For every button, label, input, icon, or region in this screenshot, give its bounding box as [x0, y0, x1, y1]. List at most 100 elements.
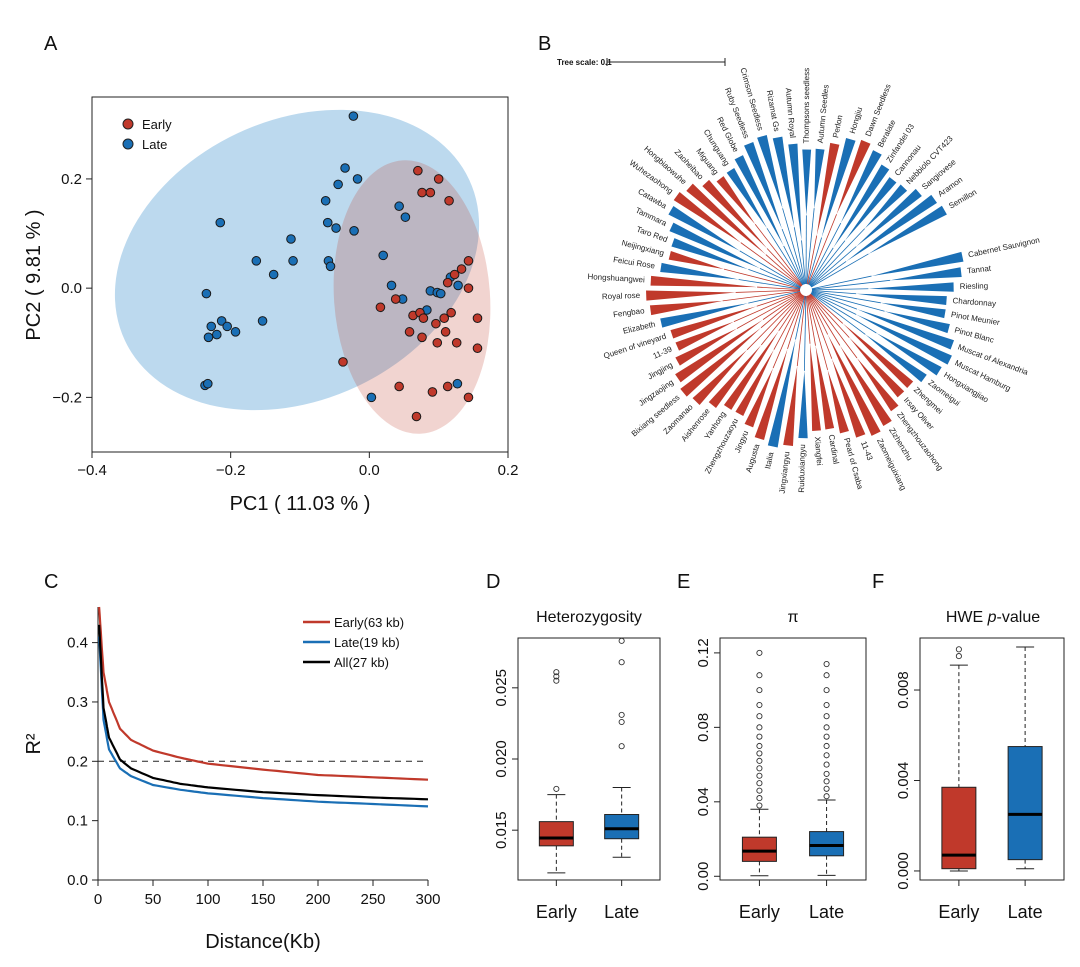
pca-point-early-13	[418, 313, 429, 323]
tree-branch-1	[811, 279, 891, 290]
tree-branch-9	[810, 293, 866, 335]
pca-point-early-2	[417, 187, 427, 198]
tree-leaf-label: Hongshuangwei	[587, 272, 645, 284]
tree-branch-45	[754, 224, 803, 286]
pca-point-early-16	[431, 318, 441, 329]
tree-leaf-11-39	[675, 321, 734, 351]
tree-branch-11	[809, 294, 850, 338]
phylogenetic-tree: Tree scale: 0.1 Cabernet Sauvignon Tannat…	[557, 58, 1041, 494]
tree-leaf-jingyu	[744, 368, 774, 428]
tree-branch-46	[766, 228, 804, 286]
-early-outlier-5	[756, 765, 763, 772]
ld-x-tick-label: 250	[360, 891, 385, 908]
ld-y-tick-label: 0.3	[67, 694, 88, 711]
tree-branch-32	[756, 291, 801, 307]
heterozygosity-early-outlier-1	[553, 677, 560, 684]
heterozygosity-late-outlier-1	[618, 718, 625, 726]
tree-leaf-miguang	[716, 176, 756, 225]
tree-leaf-label: Thompsons seedless	[802, 68, 811, 144]
-late-outlier-9	[823, 713, 830, 720]
tree-branch-56	[807, 214, 837, 285]
tree-leaf-cardinal	[815, 345, 835, 430]
-early-outlier-12	[756, 701, 763, 709]
tree-branch-34	[722, 290, 801, 302]
ld-line-late	[98, 636, 429, 808]
-early-outlier-1	[756, 795, 763, 802]
tree-leaf-crimson-seedless	[757, 134, 783, 209]
tree-leaf-label: Cardinal	[827, 434, 841, 465]
tree-branch-14	[808, 295, 829, 335]
-late-category-label: Late	[809, 902, 844, 922]
tree-branch-5	[811, 291, 885, 312]
legend-early-label: Early	[142, 117, 172, 132]
tree-leaf-pinot-meunier	[880, 302, 946, 319]
tree-leaf-sangiovese	[856, 188, 922, 247]
pca-point-early-22	[451, 337, 462, 348]
tree-branch-47	[783, 245, 804, 285]
tree-branch-3	[811, 290, 857, 295]
tree-branch-30	[736, 292, 801, 329]
pca-frame	[91, 96, 509, 453]
pca-point-early-15	[446, 307, 456, 318]
hwepvalue-early-outlier-1	[955, 646, 962, 653]
ld-y-tick-label: 0.4	[67, 635, 88, 652]
box-y-tick-label: 0.12	[695, 638, 712, 667]
pca-point-late-7	[349, 226, 359, 236]
legend-late-ld: Late(19 kb)	[334, 635, 400, 650]
pca-point-late-23	[202, 378, 213, 389]
-late-outlier-8	[823, 724, 830, 731]
pca-point-late-1	[340, 163, 350, 173]
tree-branch-39	[748, 268, 801, 289]
tree-branch-8	[810, 292, 877, 334]
tree-branch-27	[746, 293, 803, 351]
tree-leaf-queen-of-vineyard	[670, 306, 757, 339]
tree-branch-17	[806, 295, 816, 346]
tree-branch-10	[810, 293, 844, 324]
tree-branch-42	[740, 242, 802, 287]
ld-x-axis-label: Distance(Kb)	[205, 931, 321, 953]
pca-point-late-17	[203, 332, 214, 343]
tree-leaf-label: Xiangfei	[813, 436, 824, 466]
tree-branch-35	[735, 289, 801, 293]
pca-point-late-4	[215, 217, 226, 228]
pca-point-early-23	[472, 343, 483, 354]
ld-x-tick-label: 300	[415, 891, 440, 908]
box-y-tick-label: 0.00	[695, 862, 712, 891]
pca-point-late-6	[331, 223, 341, 233]
pca-point-late-19	[257, 316, 268, 326]
pca-point-late-9	[251, 256, 262, 266]
tree-leaf-hongjiu	[821, 137, 856, 238]
pca-point-early-3	[425, 187, 436, 198]
tree-branch-55	[807, 237, 823, 285]
tree-branch-63	[810, 253, 869, 288]
tree-leaf-riesling	[868, 282, 954, 292]
tree-branch-24	[773, 295, 804, 350]
tree-branch-33	[748, 290, 801, 304]
ld-x-tick-label: 200	[305, 891, 330, 908]
tree-leaf-hongxiangjiao	[876, 333, 942, 376]
tree-leaf-hongbiaowuhe	[686, 183, 766, 255]
heterozygosity-early-outlier-0	[553, 785, 560, 792]
tree-branch-6	[811, 291, 858, 310]
pca-point-late-27	[386, 280, 397, 291]
pca-point-early-25	[427, 387, 438, 397]
tree-leaf-label: Augusta	[744, 442, 762, 473]
tree-leaf-label: Chardonnay	[952, 296, 996, 308]
-early-outlier-11	[756, 713, 763, 720]
tree-leaf-label: Elizabeth	[622, 320, 656, 336]
tree-leaf-zaomanao	[692, 349, 748, 406]
-late-box	[809, 831, 845, 857]
legend-early-ld: Early(63 kb)	[334, 615, 404, 630]
tree-leaf-label: Pinot Meunier	[950, 310, 1001, 327]
-early-outlier-2	[756, 787, 763, 794]
tree-leaf-label: Ruiduxiangyu	[797, 444, 807, 493]
pca-point-early-10	[390, 294, 401, 304]
pca-y-tick-label: 0.0	[61, 280, 82, 297]
panel-label-c: C	[44, 571, 58, 593]
hwepvalue-early-outlier-0	[955, 653, 962, 660]
heterozygosity-boxplot: Heterozygosity Early Late 0.015 0.020 0.025	[493, 609, 661, 922]
tree-leaf-hongshuangwei	[650, 275, 758, 288]
tree-leaf-rizamat-gs	[772, 136, 795, 228]
-late-outlier-6	[823, 742, 830, 750]
tree-branch-60	[809, 228, 865, 286]
